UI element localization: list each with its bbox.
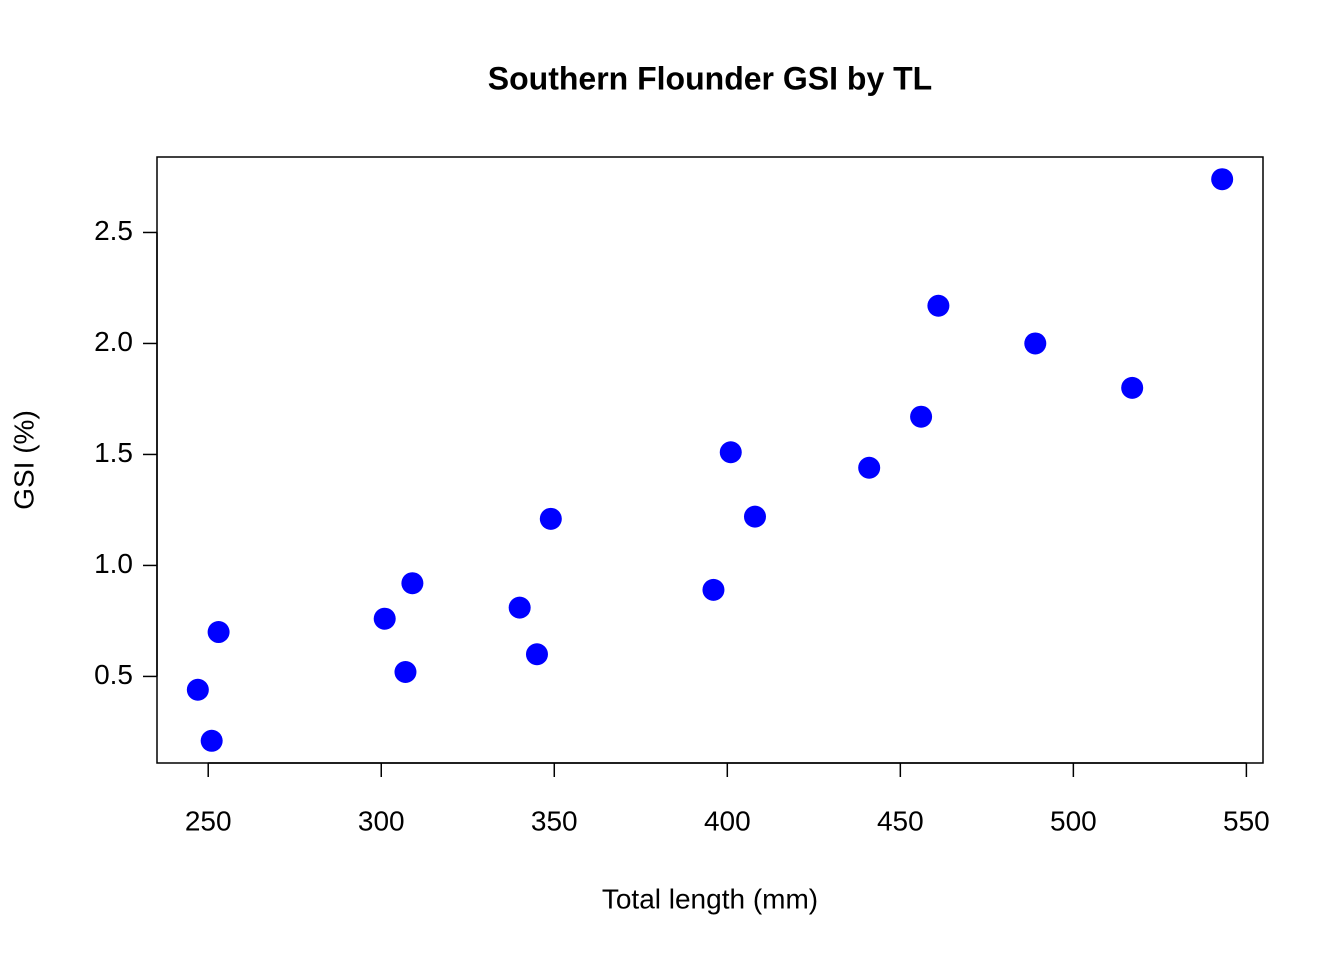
point bbox=[858, 456, 881, 479]
point bbox=[1121, 376, 1144, 399]
point bbox=[508, 596, 531, 619]
point bbox=[401, 572, 424, 595]
point bbox=[743, 505, 766, 528]
y-tick-label: 2.0 bbox=[94, 326, 133, 357]
point bbox=[539, 507, 562, 530]
point bbox=[186, 678, 209, 701]
point bbox=[373, 607, 396, 630]
y-tick-label: 2.5 bbox=[94, 215, 133, 246]
y-axis-label: GSI (%) bbox=[8, 410, 39, 510]
x-axis-label: Total length (mm) bbox=[602, 883, 818, 914]
y-tick-label: 1.0 bbox=[94, 548, 133, 579]
x-tick-label: 300 bbox=[358, 805, 405, 836]
point bbox=[525, 643, 548, 666]
x-tick-label: 350 bbox=[531, 805, 578, 836]
point bbox=[927, 294, 950, 317]
point bbox=[702, 578, 725, 601]
x-tick-label: 250 bbox=[185, 805, 232, 836]
x-tick-label: 500 bbox=[1050, 805, 1097, 836]
y-tick-label: 1.5 bbox=[94, 437, 133, 468]
point bbox=[394, 660, 417, 683]
chart-title: Southern Flounder GSI by TL bbox=[488, 60, 932, 96]
point bbox=[1211, 168, 1234, 191]
point bbox=[200, 729, 223, 752]
point bbox=[1024, 332, 1047, 355]
x-tick-label: 400 bbox=[704, 805, 751, 836]
point bbox=[719, 441, 742, 464]
plot-frame bbox=[156, 156, 1264, 764]
point bbox=[910, 405, 933, 428]
point bbox=[207, 621, 230, 644]
x-tick-label: 450 bbox=[877, 805, 924, 836]
y-tick-label: 0.5 bbox=[94, 659, 133, 690]
x-tick-label: 550 bbox=[1223, 805, 1270, 836]
